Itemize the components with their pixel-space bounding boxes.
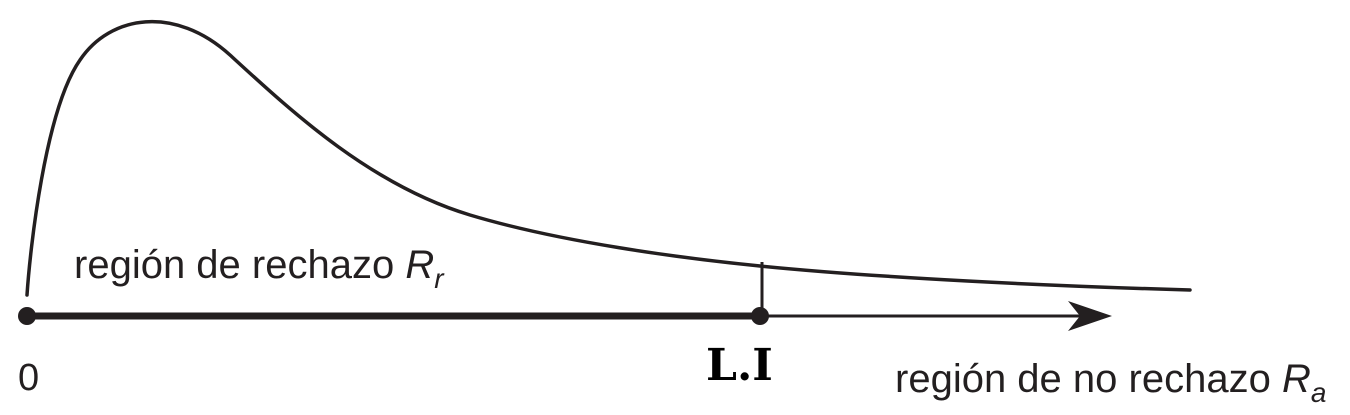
axis-arrowhead — [1068, 301, 1112, 331]
density-curve — [25, 20, 1192, 297]
non-rejection-region-subscript: a — [1311, 377, 1327, 408]
limit-dot — [751, 307, 769, 325]
origin-label: 0 — [18, 357, 39, 399]
non-rejection-region-label: región de no rechazo Ra — [895, 357, 1326, 408]
origin-dot — [18, 307, 36, 325]
rejection-region-text: región de rechazo — [74, 243, 405, 287]
non-rejection-region-text: región de no rechazo — [895, 357, 1282, 401]
limit-label: L.I — [706, 340, 773, 391]
rejection-region-label: región de rechazo Rr — [74, 243, 445, 294]
non-rejection-region-symbol: R — [1282, 357, 1311, 401]
rejection-region-subscript: r — [434, 263, 445, 294]
rejection-region-symbol: R — [405, 243, 434, 287]
